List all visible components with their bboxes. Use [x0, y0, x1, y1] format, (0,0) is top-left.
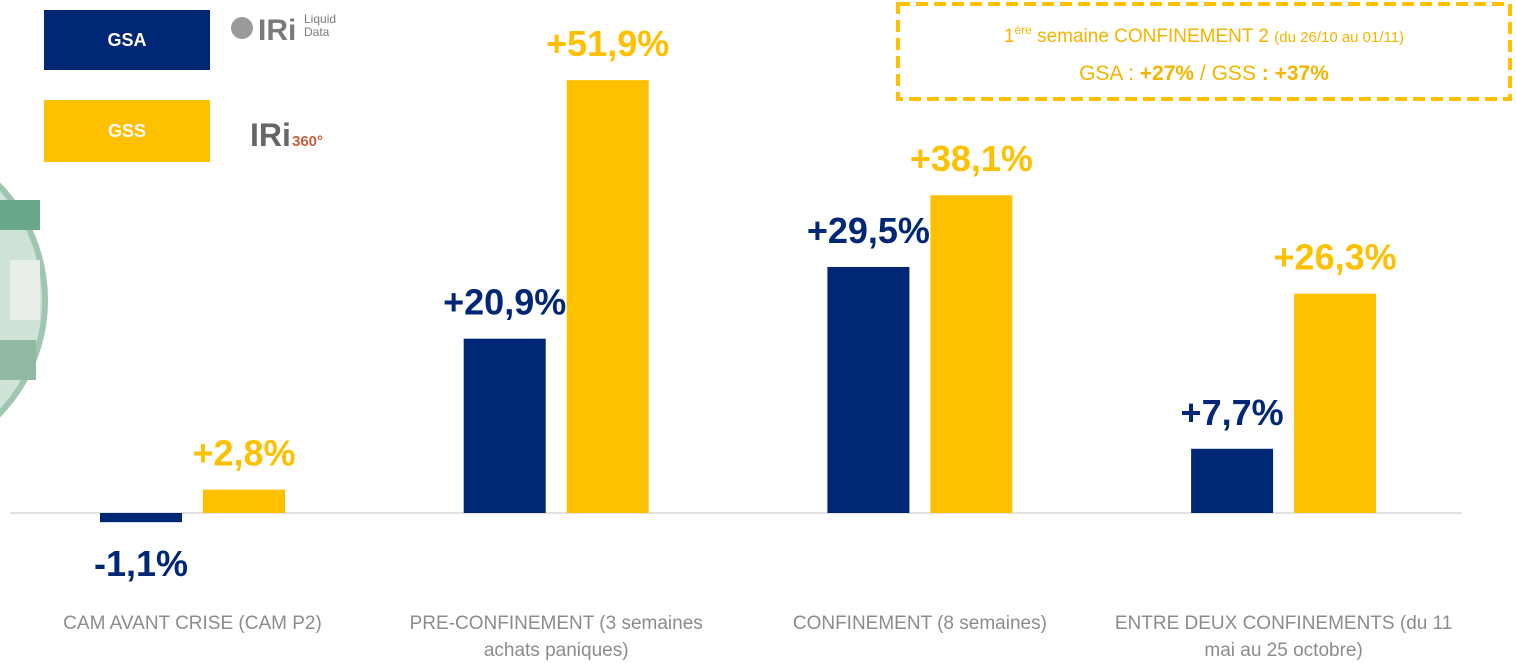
value-label: +26,3% — [1274, 237, 1397, 278]
bar — [1191, 449, 1273, 513]
annotation-text: semaine CONFINEMENT 2 — [1032, 26, 1274, 47]
bar — [203, 490, 285, 513]
bar — [930, 195, 1012, 513]
value-label: +29,5% — [807, 210, 930, 251]
value-label: +7,7% — [1181, 392, 1284, 433]
value-label: +38,1% — [910, 138, 1033, 179]
bar — [1294, 294, 1376, 513]
logo-product: 360° — [292, 133, 323, 150]
value-label: +2,8% — [192, 433, 295, 474]
annotation-text: ère — [1014, 23, 1032, 37]
value-label: +20,9% — [443, 282, 566, 323]
page: GSA GSS IRi Liquid Data IRi 360° 1ère se… — [0, 0, 1516, 663]
annotation-text: (du 26/10 au 01/11) — [1274, 29, 1404, 46]
annotation: GSA : +27% / GSS : +37% — [1079, 62, 1329, 85]
x-tick-label: ENTRE DEUX CONFINEMENTS (du 11 mai au 25… — [1104, 610, 1464, 663]
chart: GSA GSS IRi Liquid Data IRi 360° 1ère se… — [0, 0, 1516, 663]
logo-product: Data — [304, 25, 330, 39]
value-label: -1,1% — [94, 543, 188, 584]
legend-label: GSA — [107, 30, 146, 50]
annotation: 1ère semaine CONFINEMENT 2 (du 26/10 au … — [1004, 23, 1404, 47]
logo-icon — [231, 17, 253, 39]
legend-label: GSS — [108, 121, 146, 141]
logo-brand: IRi — [250, 117, 291, 153]
bar — [100, 513, 182, 522]
annotation-text: : +37% — [1262, 62, 1329, 85]
bar — [464, 339, 546, 513]
x-tick-label: CAM AVANT CRISE (CAM P2) — [13, 610, 373, 637]
annotation-text: GSA : — [1079, 62, 1140, 85]
x-tick-label: PRE-CONFINEMENT (3 semaines achats paniq… — [406, 610, 706, 663]
x-tick-label: CONFINEMENT (8 semaines) — [750, 610, 1090, 637]
bar — [567, 80, 649, 513]
annotation-text: 1 — [1004, 26, 1015, 47]
annotation-text: / GSS — [1194, 62, 1262, 85]
photo — [0, 135, 45, 465]
annotation-text: +27% — [1140, 62, 1195, 85]
value-label: +51,9% — [546, 23, 669, 64]
bar — [827, 267, 909, 513]
logo-product: Liquid — [304, 12, 336, 26]
logo-brand: IRi — [258, 14, 296, 47]
